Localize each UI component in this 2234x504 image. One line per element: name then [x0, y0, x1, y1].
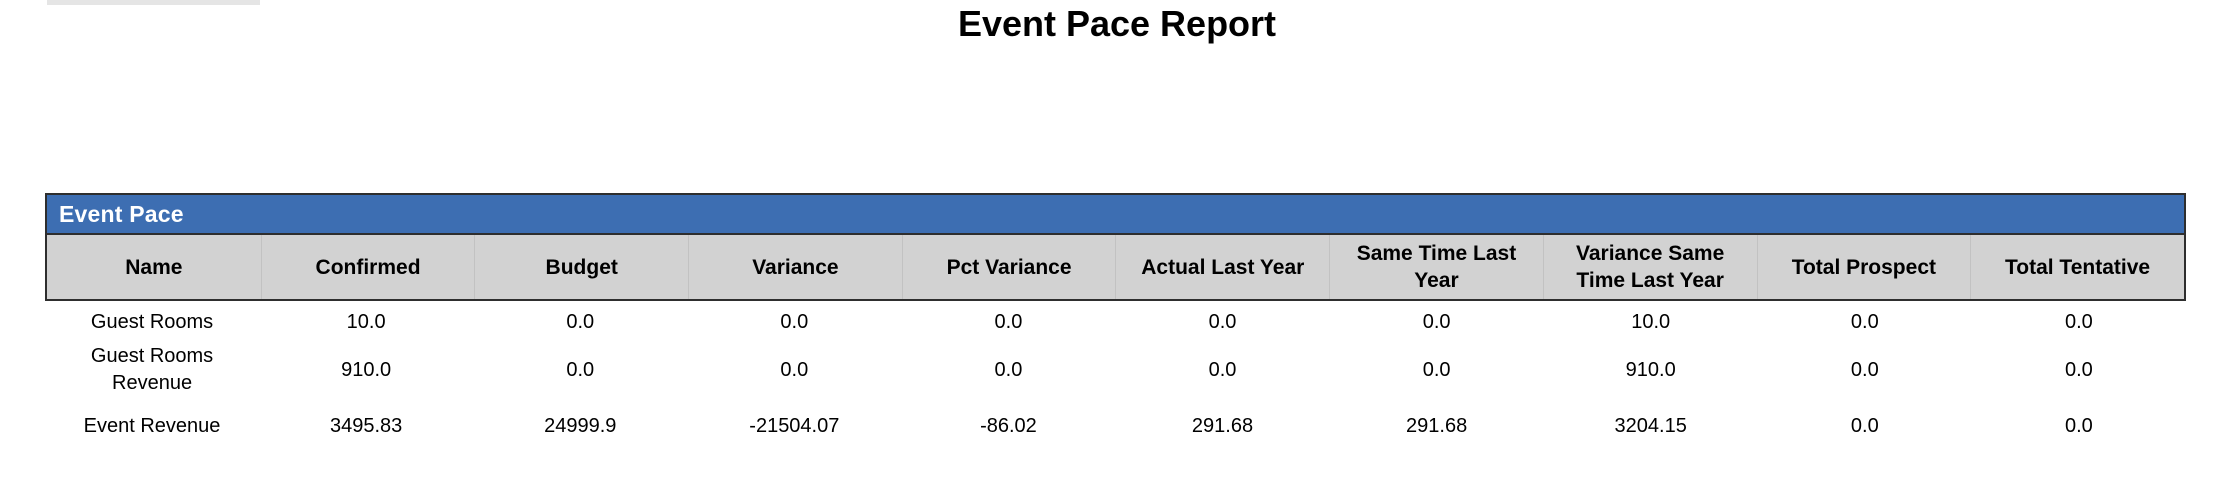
column-header-row: Name Confirmed Budget Variance Pct Variance A… — [47, 235, 2184, 299]
value-cell: 0.0 — [566, 310, 595, 333]
value-cell: 0.0 — [780, 310, 809, 333]
value-cell: 0.0 — [566, 358, 595, 381]
value-cell: -21504.07 — [749, 414, 840, 437]
page-title: Event Pace Report — [957, 3, 1277, 44]
value-cell: -86.02 — [980, 414, 1037, 437]
row-name-cell: Guest Rooms Revenue — [90, 345, 214, 394]
value-cell: 0.0 — [994, 358, 1023, 381]
value-cell: 0.0 — [2064, 310, 2093, 333]
value-cell: 0.0 — [1422, 310, 1451, 333]
value-cell: 0.0 — [1850, 310, 1879, 333]
event-pace-table: Event Pace Name Confirmed Budget Variance Pc… — [45, 193, 2186, 447]
column-header-budget: Budget — [474, 235, 688, 299]
value-cell: 0.0 — [994, 310, 1023, 333]
column-header-same-time-last-year: Same Time Last Year — [1329, 235, 1543, 299]
value-cell: 0.0 — [1208, 358, 1237, 381]
table-header-box: Event Pace Name Confirmed Budget Variance Pc… — [45, 193, 2186, 301]
row-name-cell: Event Revenue — [83, 414, 221, 437]
value-cell: 910.0 — [341, 358, 392, 381]
column-header-actual-last-year: Actual Last Year — [1115, 235, 1329, 299]
column-header-total-prospect: Total Prospect — [1756, 235, 1971, 299]
top-edge-fragment — [47, 0, 260, 5]
value-cell: 0.0 — [2064, 358, 2093, 381]
value-cell: 3204.15 — [1614, 414, 1687, 437]
value-cell: 10.0 — [1631, 310, 1671, 333]
table-body: Guest Rooms 10.0 0.0 0.0 0.0 0.0 0.0 10.0 0.0 0.0… — [45, 301, 2186, 447]
value-cell: 291.68 — [1406, 414, 1468, 437]
value-cell: 0.0 — [1422, 358, 1451, 381]
value-cell: 291.68 — [1191, 414, 1254, 437]
value-cell: 24999.9 — [544, 414, 617, 437]
column-header-variance: Variance — [688, 235, 902, 299]
value-cell: 910.0 — [1625, 358, 1676, 381]
value-cell: 0.0 — [2064, 414, 2093, 437]
section-title: Event Pace — [59, 200, 184, 227]
table-row: Guest Rooms 10.0 0.0 0.0 0.0 0.0 0.0 10.0 0.0 0.0 — [45, 301, 2186, 343]
value-cell: 0.0 — [1850, 358, 1879, 381]
column-header-total-tentative: Total Tentative — [1970, 235, 2184, 299]
column-header-confirmed: Confirmed — [260, 235, 475, 299]
column-header-pct-variance: Pct Variance — [901, 235, 1116, 299]
value-cell: 10.0 — [346, 310, 386, 333]
table-row: Event Revenue 3495.83 24999.9 -21504.07 -86.… — [45, 397, 2186, 447]
row-name-cell: Guest Rooms — [90, 310, 214, 333]
column-header-name: Name — [125, 255, 183, 279]
value-cell: 0.0 — [1850, 414, 1879, 437]
value-cell: 3495.83 — [329, 414, 403, 437]
section-header-bar: Event Pace — [47, 195, 2184, 235]
value-cell: 0.0 — [1208, 310, 1237, 333]
value-cell: 0.0 — [780, 358, 809, 381]
table-row: Guest Rooms Revenue 910.0 0.0 0.0 0.0 0.0 0.0 9… — [45, 343, 2186, 397]
column-header-variance-same-time-last-year: Variance Same Time Last Year — [1542, 235, 1757, 299]
